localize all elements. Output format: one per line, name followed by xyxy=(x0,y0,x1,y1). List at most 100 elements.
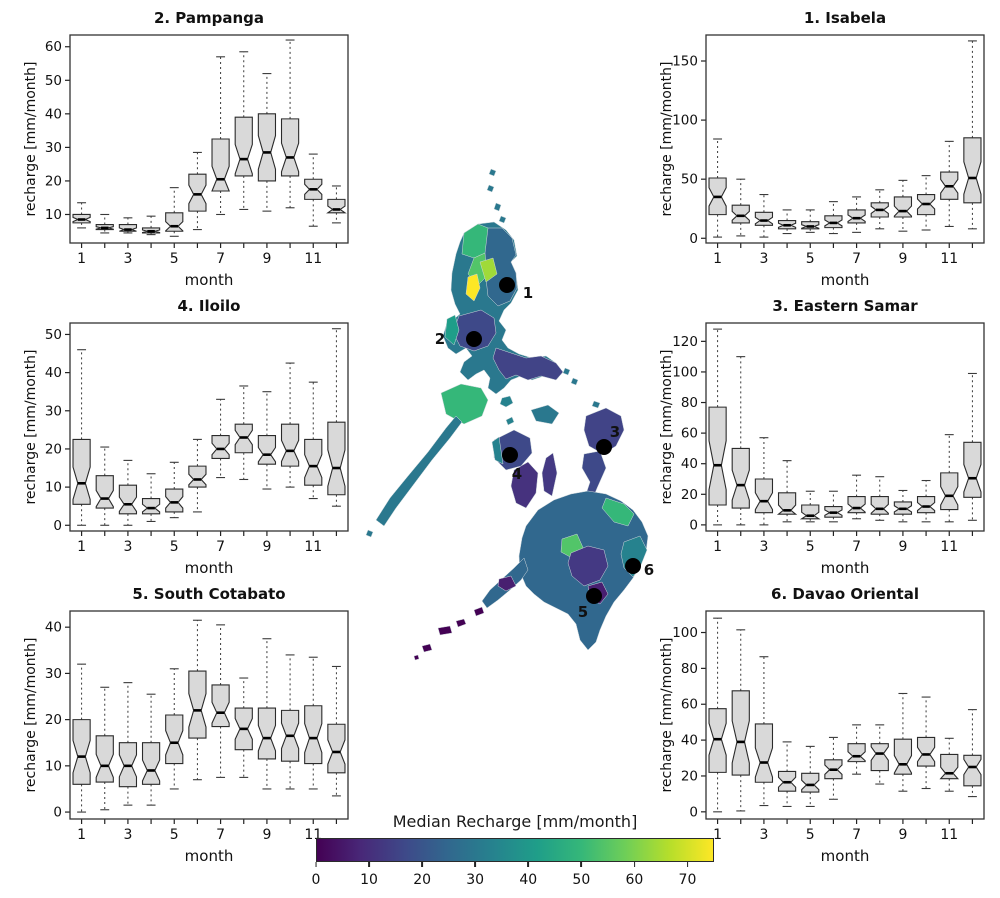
x-tick-label: 3 xyxy=(123,539,132,555)
box-month-1 xyxy=(708,617,727,813)
box xyxy=(257,113,277,182)
box-month-5 xyxy=(165,668,184,790)
x-tick-label: 7 xyxy=(852,539,861,555)
box xyxy=(95,735,114,783)
box xyxy=(731,447,750,509)
region-bicol xyxy=(492,347,564,381)
colorbar-tick-mark xyxy=(421,862,423,867)
box-month-2 xyxy=(731,178,750,237)
box-month-4 xyxy=(777,209,797,235)
box xyxy=(963,137,982,204)
box-month-10 xyxy=(280,654,300,790)
box-month-1 xyxy=(72,663,91,813)
box-month-6 xyxy=(188,438,207,513)
x-tick-label: 1 xyxy=(713,251,722,267)
box xyxy=(847,743,866,763)
x-tick-label: 7 xyxy=(852,827,861,843)
islet xyxy=(365,529,374,538)
box-month-9 xyxy=(257,391,277,490)
box-month-5 xyxy=(165,187,184,237)
boxes-group xyxy=(72,39,347,237)
box xyxy=(754,478,774,514)
box xyxy=(280,118,300,177)
boxplot-davao-oriental: 6. Davao Oriental recharge [mm/month] mont… xyxy=(659,585,985,865)
box xyxy=(708,406,727,506)
box xyxy=(257,435,277,465)
x-tick-label: 7 xyxy=(216,827,225,843)
x-tick-label: 9 xyxy=(898,539,907,555)
y-axis: 0 10 20 30 40 50 xyxy=(45,327,70,534)
y-tick-label: 150 xyxy=(672,54,698,70)
box-month-4 xyxy=(777,741,797,807)
site-marker-label-1: 1 xyxy=(523,284,533,302)
colorbar-tick-mark xyxy=(474,862,476,867)
island-romblon xyxy=(505,416,515,426)
x-tick-label: 11 xyxy=(940,251,958,267)
box xyxy=(257,707,277,760)
box-month-7 xyxy=(211,56,230,216)
box-month-1 xyxy=(72,349,91,526)
x-axis-label: month xyxy=(185,271,234,289)
x-tick-label: 1 xyxy=(713,827,722,843)
box-month-9 xyxy=(893,489,913,523)
island-batanes xyxy=(493,202,502,212)
y-tick-label: 60 xyxy=(681,426,698,442)
panel-iloilo: 4. Iloilo recharge [mm/month] month 0 10 20 30… xyxy=(22,296,357,580)
colorbar-title: Median Recharge [mm/month] xyxy=(392,812,638,831)
box xyxy=(847,496,866,514)
box-month-8 xyxy=(234,677,253,778)
y-tick-label: 20 xyxy=(681,768,698,784)
philippines-map-svg: 1 2 3 4 5 6 xyxy=(365,168,654,661)
y-axis-label: recharge [mm/month] xyxy=(659,637,675,792)
box-month-11 xyxy=(940,140,959,228)
plot-border xyxy=(705,34,985,244)
box-month-7 xyxy=(211,624,230,778)
box-month-3 xyxy=(754,656,774,807)
colorbar-tick-label: 10 xyxy=(360,872,378,888)
colorbar-tick-label: 30 xyxy=(466,872,485,888)
y-tick-label: 100 xyxy=(672,625,698,641)
colorbar-gradient xyxy=(316,838,714,862)
island-palawan xyxy=(375,415,463,527)
x-tick-label: 11 xyxy=(940,827,958,843)
box xyxy=(708,708,727,773)
box-month-12 xyxy=(327,665,346,797)
y-axis: 0 20 40 60 80 100 xyxy=(672,625,706,820)
site-marker-6 xyxy=(625,558,641,574)
panel-title: 4. Iloilo xyxy=(178,297,241,315)
region-mindanao-ne xyxy=(601,497,635,527)
boxes-group xyxy=(708,617,982,813)
islet xyxy=(591,400,601,409)
box-month-4 xyxy=(141,473,161,523)
box-month-9 xyxy=(257,73,277,212)
y-tick-label: 80 xyxy=(681,661,698,677)
x-tick-label: 7 xyxy=(216,539,225,555)
x-axis-label: month xyxy=(821,271,870,289)
site-marker-label-4: 4 xyxy=(512,465,522,483)
colorbar-tick-40: 40 xyxy=(519,862,537,888)
box xyxy=(211,684,230,728)
box xyxy=(799,504,821,520)
plot-border xyxy=(69,322,349,532)
island-cebu xyxy=(541,452,558,497)
x-tick-label: 5 xyxy=(170,251,179,267)
panel-title: 2. Pampanga xyxy=(154,9,264,27)
box-month-11 xyxy=(304,656,323,790)
box-month-6 xyxy=(824,201,843,235)
y-tick-label: 100 xyxy=(672,113,698,129)
x-tick-label: 5 xyxy=(170,827,179,843)
x-tick-label: 9 xyxy=(262,827,271,843)
box xyxy=(234,116,253,177)
x-axis: 1 3 5 7 9 11 xyxy=(77,531,338,555)
boxes-group xyxy=(708,328,982,526)
box-month-4 xyxy=(141,693,161,806)
box xyxy=(940,472,959,511)
box-month-3 xyxy=(754,437,774,526)
box-month-7 xyxy=(847,474,866,520)
box-month-5 xyxy=(165,461,184,519)
box-month-2 xyxy=(731,356,750,526)
site-marker-4 xyxy=(502,447,518,463)
x-axis: 1 3 5 7 9 11 xyxy=(713,243,974,267)
box xyxy=(963,754,982,787)
